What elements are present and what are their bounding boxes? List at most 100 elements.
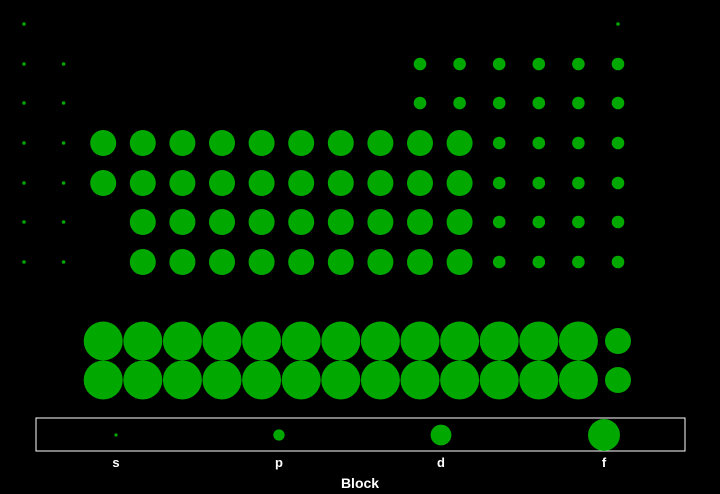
- bubble-d-block: [288, 249, 315, 275]
- bubble-f-block: [440, 360, 480, 400]
- bubble-p-block: [492, 176, 506, 190]
- bubble-d-block: [248, 209, 275, 235]
- bubble-s-block: [61, 181, 66, 185]
- bubble-f-block: [162, 360, 202, 400]
- legend-label-p: p: [275, 455, 283, 470]
- bubble-d-block: [248, 249, 275, 275]
- bubble-f-block: [440, 321, 480, 361]
- bubble-d-block: [169, 170, 196, 196]
- bubble-f-block: [360, 360, 400, 400]
- bubble-d-block: [209, 130, 235, 156]
- bubble-d-block: [367, 249, 394, 275]
- legend-box: [35, 417, 686, 452]
- bubble-s-block: [22, 141, 26, 145]
- bubble-d-block: [367, 209, 394, 235]
- bubble-p-block: [453, 57, 466, 71]
- bubble-f-block: [400, 321, 440, 361]
- bubble-p-block: [492, 96, 506, 110]
- bubble-f-block: [281, 321, 321, 361]
- bubble-p-block: [532, 255, 546, 269]
- bubble-d-block: [129, 170, 156, 196]
- bubble-f-block: [83, 321, 123, 361]
- bubble-p-block: [611, 176, 625, 190]
- bubble-p-block: [611, 96, 625, 110]
- bubble-p-block: [413, 57, 427, 71]
- bubble-s-block: [61, 141, 66, 145]
- bubble-d-block: [446, 130, 473, 156]
- legend-label-f: f: [602, 455, 607, 470]
- bubble-d-block: [605, 328, 631, 354]
- bubble-marks: [22, 22, 631, 400]
- bubble-p-block: [572, 96, 585, 110]
- bubble-s-block: [61, 101, 66, 105]
- bubble-d-block: [169, 249, 196, 275]
- bubble-p-block: [611, 136, 625, 150]
- bubble-d-block: [90, 170, 117, 196]
- bubble-f-block: [123, 321, 163, 361]
- bubble-p-block: [492, 136, 506, 150]
- bubble-p-block: [572, 57, 585, 71]
- bubble-f-block: [281, 360, 321, 400]
- bubble-f-block: [519, 321, 559, 361]
- bubble-d-block: [446, 209, 473, 235]
- bubble-d-block: [248, 130, 275, 156]
- bubble-s-block: [61, 62, 66, 66]
- bubble-d-block: [288, 170, 315, 196]
- bubble-p-block: [453, 96, 466, 110]
- bubble-d-block: [367, 130, 394, 156]
- size-legend: s p d f Block: [35, 417, 686, 491]
- legend-mark-p: [273, 429, 285, 441]
- bubble-d-block: [327, 170, 354, 196]
- bubble-p-block: [532, 176, 546, 190]
- bubble-p-block: [413, 96, 427, 110]
- bubble-p-block: [492, 57, 506, 71]
- bubble-p-block: [572, 255, 585, 269]
- bubble-d-block: [129, 249, 156, 275]
- bubble-f-block: [242, 321, 282, 361]
- bubble-d-block: [446, 170, 473, 196]
- bubble-p-block: [492, 215, 506, 229]
- bubble-f-block: [558, 321, 598, 361]
- bubble-p-block: [532, 57, 546, 71]
- bubble-d-block: [209, 170, 235, 196]
- legend-mark-s: [114, 433, 118, 437]
- bubble-s-block: [22, 181, 26, 185]
- bubble-d-block: [407, 249, 433, 275]
- legend-mark-f: [588, 419, 620, 451]
- bubble-f-block: [123, 360, 163, 400]
- legend-label-d: d: [437, 455, 445, 470]
- bubble-p-block: [572, 176, 585, 190]
- bubble-p-block: [572, 215, 585, 229]
- bubble-d-block: [327, 249, 354, 275]
- bubble-f-block: [479, 321, 519, 361]
- bubble-d-block: [129, 209, 156, 235]
- bubble-d-block: [327, 209, 354, 235]
- bubble-s-block: [61, 220, 66, 224]
- bubble-f-block: [83, 360, 123, 400]
- bubble-p-block: [492, 255, 506, 269]
- bubble-d-block: [169, 209, 196, 235]
- bubble-f-block: [400, 360, 440, 400]
- bubble-f-block: [202, 360, 242, 400]
- bubble-d-block: [209, 209, 235, 235]
- bubble-p-block: [532, 215, 546, 229]
- bubble-p-block: [611, 215, 625, 229]
- bubble-f-block: [242, 360, 282, 400]
- bubble-d-block: [169, 130, 196, 156]
- bubble-d-block: [446, 249, 473, 275]
- bubble-s-block: [22, 220, 26, 224]
- bubble-f-block: [321, 321, 361, 361]
- bubble-f-block: [360, 321, 400, 361]
- legend-mark-d: [430, 424, 452, 446]
- bubble-d-block: [367, 170, 394, 196]
- bubble-s-block: [22, 101, 26, 105]
- bubble-d-block: [327, 130, 354, 156]
- bubble-s-block: [22, 22, 26, 26]
- bubble-d-block: [129, 130, 156, 156]
- legend-label-s: s: [112, 455, 119, 470]
- bubble-d-block: [288, 209, 315, 235]
- bubble-p-block: [611, 255, 625, 269]
- bubble-d-block: [209, 249, 235, 275]
